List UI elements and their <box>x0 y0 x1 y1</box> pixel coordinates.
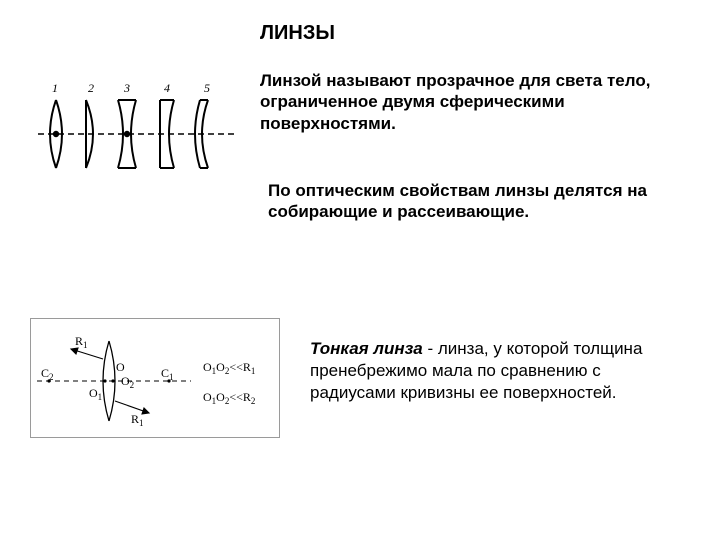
lens-label-2: 2 <box>88 81 94 95</box>
thin-condition-1: O1O2<<R1 <box>203 360 255 376</box>
svg-text:O: O <box>116 360 125 374</box>
optics-classification: По оптическим свойствам линзы делятся на… <box>268 180 688 223</box>
lbl-r1: R <box>75 334 83 348</box>
lens-shapes-figure: 1 2 3 4 5 <box>36 78 236 178</box>
thin-condition-2: O1O2<<R2 <box>203 390 255 406</box>
lbl-c1: C <box>161 366 169 380</box>
svg-text:O1: O1 <box>89 386 102 402</box>
lbl-o: O <box>116 360 125 374</box>
lbl-r2: R <box>131 412 139 426</box>
lbl-o2: O <box>121 374 130 388</box>
svg-text:O2: O2 <box>121 374 134 390</box>
svg-text:R1: R1 <box>75 334 88 350</box>
lens-definition: Линзой называют прозрачное для света тел… <box>260 70 680 134</box>
thin-lens-term: Тонкая линза <box>310 339 423 358</box>
lens-shape-meniscus <box>195 100 208 168</box>
svg-text:C2: C2 <box>41 366 54 382</box>
lens-label-3: 3 <box>123 81 130 95</box>
svg-text:C1: C1 <box>161 366 174 382</box>
thin-lens-figure: C2 C1 R1 R1 O O2 O1 O1O2<<R1 O1O2<<R2 <box>30 318 280 438</box>
page-title: ЛИНЗЫ <box>260 22 335 45</box>
lbl-o1: O <box>89 386 98 400</box>
lens-label-4: 4 <box>164 81 170 95</box>
lens-label-1: 1 <box>52 81 58 95</box>
lbl-c2: C <box>41 366 49 380</box>
thin-lens-definition: Тонкая линза - линза, у которой толщина … <box>310 338 690 403</box>
lens-label-5: 5 <box>204 81 210 95</box>
